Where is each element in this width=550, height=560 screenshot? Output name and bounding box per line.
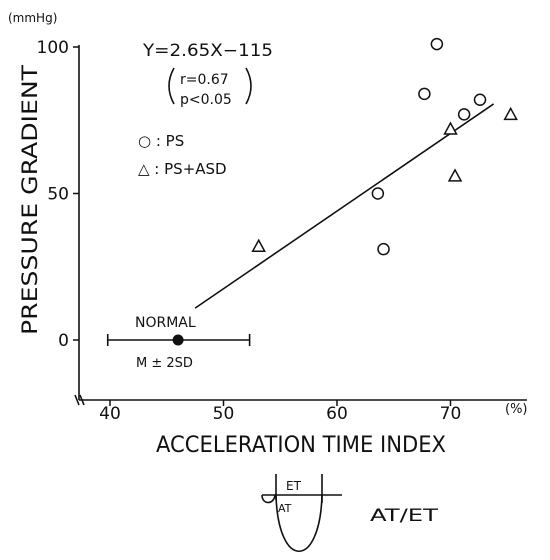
ps-point xyxy=(430,37,444,51)
ps-point xyxy=(371,187,385,200)
normal-label: NORMAL xyxy=(135,315,196,331)
y-axis-title: PRESSURE GRADIENT xyxy=(18,65,42,335)
x-tick-label: 40 xyxy=(99,404,121,424)
ps-point xyxy=(418,87,431,101)
ps-asd-point xyxy=(443,121,458,135)
y-tick-label: 100 xyxy=(37,38,69,58)
y-tick-label: 50 xyxy=(47,185,69,205)
inset-waveform-diagram xyxy=(261,474,342,553)
data-points xyxy=(251,37,518,256)
inset-at-label: AT xyxy=(278,502,292,515)
x-axis-title: ACCELERATION TIME INDEX xyxy=(156,433,446,458)
x-unit-label: (%) xyxy=(505,402,528,417)
ps-point xyxy=(457,108,471,121)
inset-ratio-label: AT/ET xyxy=(370,506,439,526)
x-tick-label: 60 xyxy=(326,404,348,424)
ps-point xyxy=(377,242,390,256)
axis-ticks: 0 50 100 40 50 60 70 xyxy=(37,38,462,424)
regression-line-group xyxy=(194,103,495,309)
y-unit-label: (mmHg) xyxy=(8,11,57,25)
regression-p: p<0.05 xyxy=(180,92,232,108)
legend-ps-asd: △ : PS+ASD xyxy=(138,160,227,178)
regression-stats-bracket-left xyxy=(168,67,175,105)
inset-flow-curve xyxy=(275,494,323,553)
legend-ps: ○ : PS xyxy=(138,132,184,150)
axes xyxy=(74,45,527,406)
regression-stats-bracket-right xyxy=(245,67,252,105)
inset-pre-curve xyxy=(261,494,276,504)
ps-asd-point xyxy=(447,168,463,182)
regression-equation: Y=2.65X−115 xyxy=(142,41,273,61)
y-tick-label: 0 xyxy=(58,331,69,351)
x-tick-label: 70 xyxy=(440,404,462,424)
normal-range-group xyxy=(106,334,251,346)
ps-point xyxy=(473,93,487,106)
ps-asd-point xyxy=(251,238,266,252)
x-tick-label: 50 xyxy=(213,404,235,424)
inset-et-label: ET xyxy=(286,479,302,493)
axis-break-marker xyxy=(74,394,85,406)
regression-line xyxy=(194,103,495,309)
regression-r: r=0.67 xyxy=(180,72,229,88)
ps-asd-point xyxy=(503,106,518,121)
normal-range-label: M ± 2SD xyxy=(136,356,193,371)
normal-mean-point xyxy=(172,334,184,346)
